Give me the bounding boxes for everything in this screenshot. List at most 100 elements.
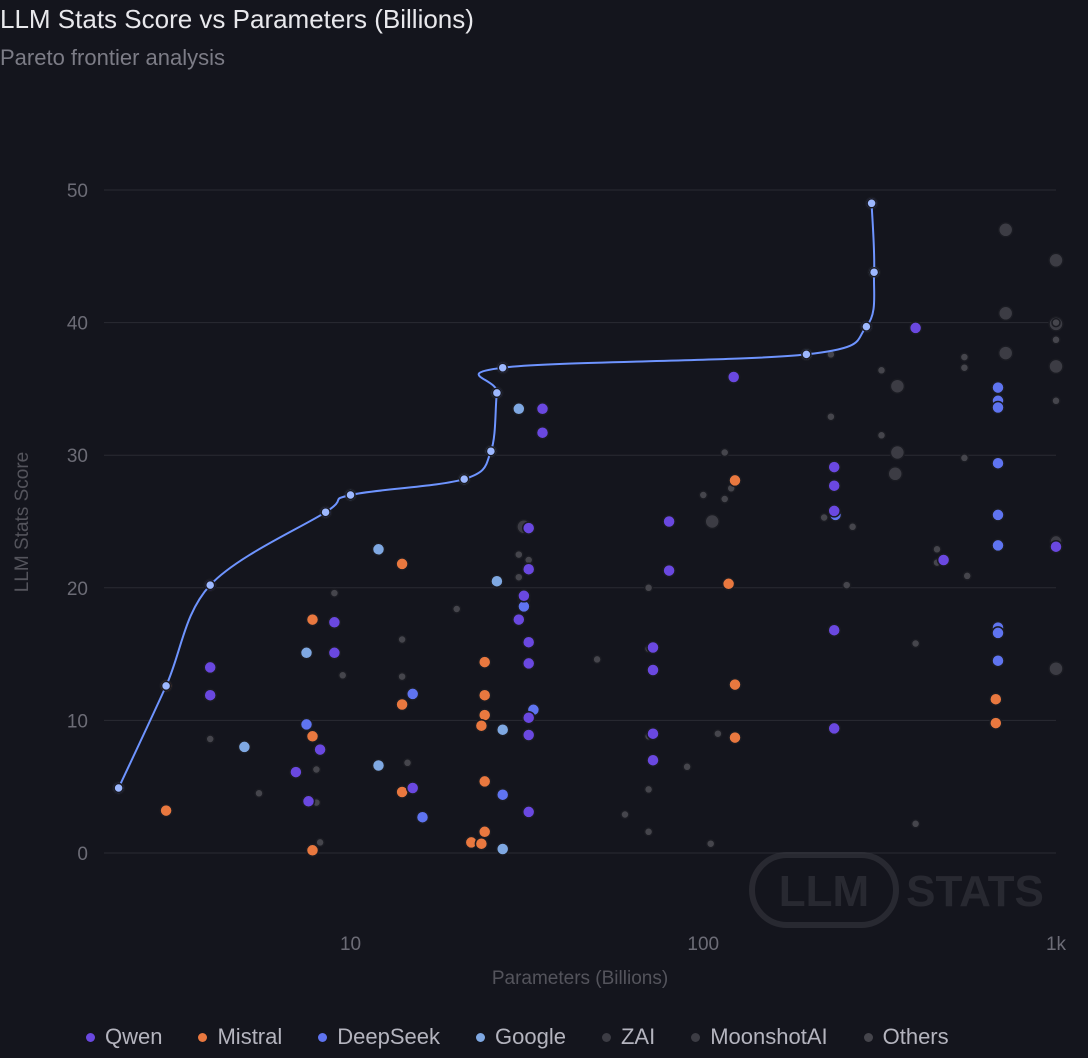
- others-point-8[interactable]: [397, 671, 407, 682]
- others-point-45[interactable]: [1051, 396, 1061, 406]
- google-point-5[interactable]: [490, 574, 504, 588]
- qwen-point-33[interactable]: [1049, 539, 1063, 554]
- mistral-point-3[interactable]: [305, 729, 320, 744]
- mistral-point-9[interactable]: [477, 688, 492, 702]
- frontier-point-6[interactable]: [485, 445, 497, 457]
- others-point-10[interactable]: [451, 604, 462, 614]
- mistral-point-12[interactable]: [477, 774, 492, 789]
- google-point-1[interactable]: [299, 646, 314, 660]
- mistral-point-20[interactable]: [989, 692, 1003, 706]
- frontier-point-7[interactable]: [491, 387, 503, 399]
- qwen-point-21[interactable]: [646, 663, 660, 677]
- zai-point-8[interactable]: [1048, 252, 1064, 269]
- frontier-point-8[interactable]: [497, 362, 508, 373]
- deepseek-point-7[interactable]: [495, 787, 510, 802]
- zai-point-11[interactable]: [1048, 660, 1064, 677]
- others-point-21[interactable]: [682, 762, 692, 772]
- deepseek-point-1[interactable]: [299, 717, 314, 732]
- others-point-0[interactable]: [205, 734, 215, 744]
- qwen-point-31[interactable]: [827, 721, 841, 736]
- qwen-point-5[interactable]: [313, 742, 327, 757]
- google-point-3[interactable]: [371, 758, 386, 773]
- others-point-39[interactable]: [959, 352, 970, 362]
- mistral-point-15[interactable]: [474, 836, 489, 851]
- qwen-point-14[interactable]: [521, 656, 536, 671]
- others-point-42[interactable]: [962, 571, 972, 581]
- deepseek-point-4[interactable]: [415, 810, 430, 824]
- qwen-point-15[interactable]: [521, 710, 536, 725]
- zai-point-7[interactable]: [997, 345, 1014, 361]
- qwen-point-9[interactable]: [521, 521, 536, 535]
- legend-item-others[interactable]: Others: [863, 1024, 949, 1050]
- mistral-point-18[interactable]: [728, 730, 742, 745]
- frontier-point-5[interactable]: [458, 473, 470, 485]
- others-point-2[interactable]: [311, 764, 322, 775]
- qwen-point-20[interactable]: [646, 640, 660, 655]
- others-point-1[interactable]: [254, 788, 264, 799]
- frontier-point-1[interactable]: [160, 680, 172, 692]
- zai-point-5[interactable]: [997, 222, 1014, 238]
- others-point-31[interactable]: [841, 580, 852, 590]
- qwen-point-28[interactable]: [827, 478, 841, 493]
- zai-point-4[interactable]: [889, 378, 906, 394]
- qwen-point-10[interactable]: [521, 562, 536, 576]
- zai-point-1[interactable]: [704, 513, 720, 530]
- others-point-24[interactable]: [713, 728, 723, 739]
- mistral-point-11[interactable]: [474, 718, 489, 733]
- deepseek-point-17[interactable]: [991, 456, 1005, 470]
- others-point-5[interactable]: [329, 588, 340, 598]
- google-point-8[interactable]: [512, 402, 526, 416]
- others-point-15[interactable]: [620, 809, 630, 820]
- zai-point-2[interactable]: [889, 444, 906, 461]
- google-point-2[interactable]: [371, 542, 386, 557]
- deepseek-point-22[interactable]: [991, 653, 1005, 668]
- zai-point-6[interactable]: [997, 305, 1014, 322]
- frontier-point-12[interactable]: [866, 198, 877, 209]
- others-point-11[interactable]: [514, 549, 524, 560]
- others-point-14[interactable]: [592, 654, 602, 665]
- others-point-6[interactable]: [337, 670, 348, 681]
- frontier-point-11[interactable]: [868, 266, 880, 278]
- qwen-point-26[interactable]: [726, 370, 741, 384]
- legend-item-zai[interactable]: ZAI: [601, 1024, 655, 1050]
- others-point-25[interactable]: [719, 447, 730, 458]
- mistral-point-2[interactable]: [305, 612, 320, 627]
- qwen-point-27[interactable]: [827, 460, 841, 474]
- mistral-point-17[interactable]: [728, 677, 742, 692]
- deepseek-point-3[interactable]: [405, 687, 420, 701]
- others-point-43[interactable]: [1051, 317, 1061, 328]
- qwen-point-22[interactable]: [646, 726, 660, 741]
- zai-point-10[interactable]: [1048, 358, 1064, 375]
- legend-item-moonshotai[interactable]: MoonshotAI: [691, 1024, 828, 1050]
- others-point-30[interactable]: [826, 411, 836, 422]
- google-point-7[interactable]: [495, 842, 510, 856]
- legend-item-mistral[interactable]: Mistral: [198, 1024, 282, 1050]
- qwen-point-32[interactable]: [936, 553, 951, 567]
- mistral-point-1[interactable]: [159, 803, 173, 818]
- qwen-point-13[interactable]: [521, 635, 536, 649]
- others-point-22[interactable]: [698, 490, 709, 500]
- qwen-point-7[interactable]: [327, 646, 342, 660]
- others-point-20[interactable]: [643, 827, 654, 837]
- frontier-point-10[interactable]: [861, 321, 872, 332]
- qwen-point-24[interactable]: [662, 514, 676, 529]
- others-point-23[interactable]: [705, 838, 716, 849]
- qwen-point-17[interactable]: [521, 805, 536, 819]
- qwen-point-2[interactable]: [203, 688, 217, 702]
- qwen-point-6[interactable]: [327, 615, 342, 630]
- others-point-34[interactable]: [876, 430, 887, 441]
- mistral-point-21[interactable]: [989, 716, 1003, 730]
- qwen-point-19[interactable]: [535, 425, 550, 440]
- zai-point-3[interactable]: [887, 466, 903, 482]
- others-point-44[interactable]: [1051, 335, 1061, 345]
- qwen-point-3[interactable]: [289, 765, 303, 779]
- others-point-26[interactable]: [719, 494, 730, 504]
- qwen-point-11[interactable]: [517, 589, 531, 603]
- qwen-point-1[interactable]: [203, 660, 217, 675]
- mistral-point-4[interactable]: [305, 843, 320, 858]
- mistral-point-19[interactable]: [721, 577, 736, 591]
- legend-item-deepseek[interactable]: DeepSeek: [318, 1024, 440, 1050]
- qwen-point-8[interactable]: [405, 781, 420, 795]
- frontier-point-3[interactable]: [320, 506, 331, 518]
- frontier-point-9[interactable]: [801, 349, 812, 360]
